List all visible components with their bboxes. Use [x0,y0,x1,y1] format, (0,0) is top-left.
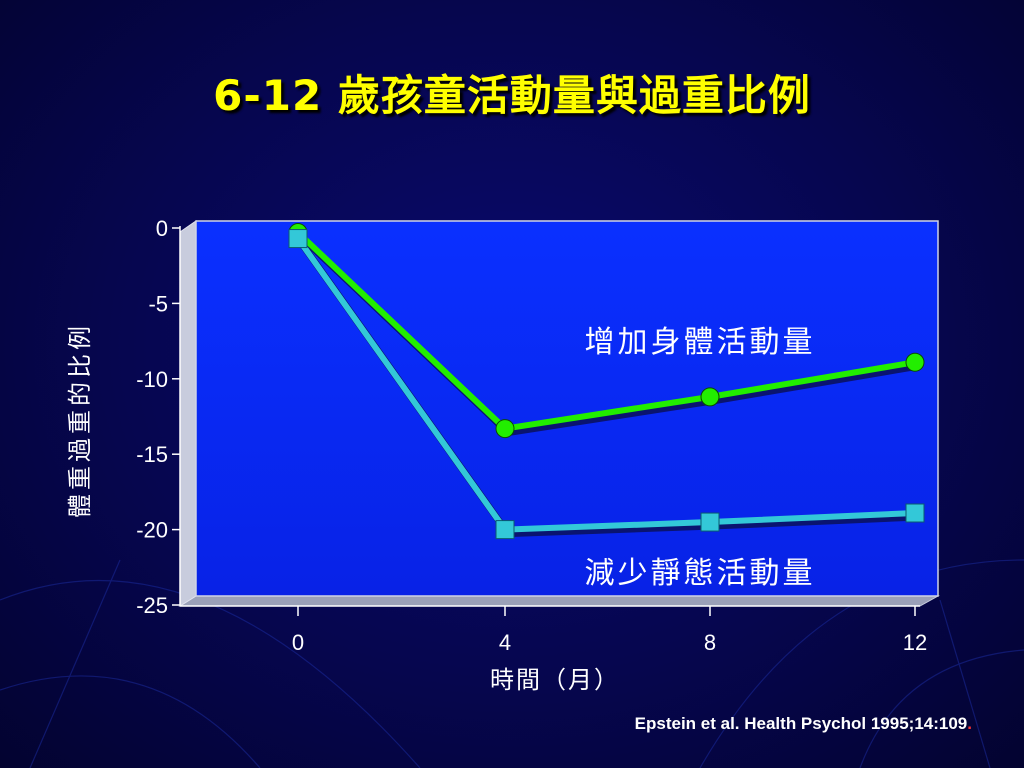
plot-side-wall [179,220,197,607]
y-tick-label: -5 [148,291,168,316]
data-point [495,520,515,540]
y-tick-label: -10 [136,367,168,392]
slide-title: 6-12 歲孩童活動量與過重比例 [213,71,811,120]
y-tick-label: -20 [136,518,168,543]
plot-area [195,220,939,597]
x-tick-label: 0 [292,630,304,655]
x-tick-label: 8 [704,630,716,655]
data-point [495,419,515,439]
y-tick-label: -15 [136,442,168,467]
data-point [288,229,308,249]
data-point [700,387,720,407]
y-tick-label: 0 [156,216,168,241]
citation: Epstein et al. Health Psychol 1995;14:10… [635,714,972,734]
x-tick-label: 12 [903,630,927,655]
data-point [905,352,925,372]
data-point [905,503,925,523]
x-tick-label: 4 [499,630,511,655]
x-axis-label: 時間（月） [490,666,620,694]
series-line-increase-activity [295,230,916,432]
series-label: 增加身體活動量 [585,325,816,360]
series-line-reduce-sedentary [295,236,916,533]
plot-floor [178,595,940,607]
citation-text: Epstein et al. Health Psychol 1995;14:10… [634,714,968,733]
y-tick-label: -25 [136,593,168,618]
y-axis-label: 體重過重的比例 [66,322,94,518]
series-label: 減少靜態活動量 [585,556,816,591]
data-point [700,512,720,532]
citation-period: . [967,714,972,733]
